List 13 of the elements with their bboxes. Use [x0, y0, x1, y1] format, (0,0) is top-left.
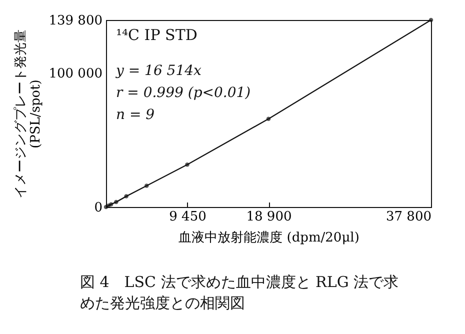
x-tick-label: 9 450	[169, 210, 206, 224]
annotation: n = 9	[116, 107, 155, 123]
x-tick-label: 18 900	[246, 210, 292, 224]
annotation: ¹⁴C IP STD	[116, 26, 198, 44]
annotation: y = 16 514x	[115, 63, 202, 79]
y-axis-title: イメージングプレート発光量 (PSL/spot)	[14, 30, 44, 198]
annotation: r = 0.999 (p<0.01)	[116, 85, 251, 101]
x-tick-label: 37 800	[386, 210, 432, 224]
x-axis-title: 血液中放射能濃度 (dpm/20μl)	[178, 230, 360, 246]
caption: 図 4 LSC 法で求めた血中濃度と RLG 法で求めた発光強度との相関図	[80, 272, 400, 314]
y-tick-label: 139 800	[48, 14, 102, 28]
y-tick-label: 100 000	[48, 66, 102, 82]
y-tick-label: 0	[94, 200, 102, 216]
